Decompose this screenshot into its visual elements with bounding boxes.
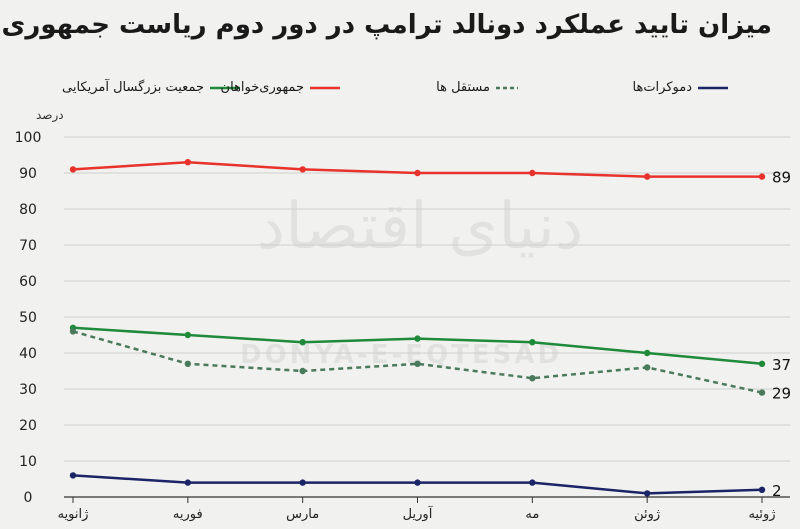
series-1-point-5 <box>643 173 651 180</box>
legend-label-independents: مستقل ها <box>436 80 490 95</box>
x-tick-label-0: ژانویه <box>58 507 89 522</box>
series-3-point-4 <box>529 479 536 486</box>
y-tick-label-20: 20 <box>19 418 37 434</box>
legend-swatch-adults <box>210 86 240 89</box>
series-0-point-5 <box>643 349 651 357</box>
legend-swatch-republicans <box>310 86 340 89</box>
series-1-end-label: 89 <box>772 169 791 187</box>
y-tick-label-40: 40 <box>19 346 37 362</box>
watermark-logo: دنیای اقتصاد <box>256 190 584 264</box>
series-0-point-3 <box>414 335 421 342</box>
series-2-point-6 <box>758 389 766 396</box>
y-tick-label-80: 80 <box>19 202 37 218</box>
series-2-point-2 <box>299 367 306 375</box>
series-0-point-2 <box>299 339 306 346</box>
series-2-point-5 <box>643 364 651 371</box>
series-3-point-0 <box>69 472 77 479</box>
series-0-end-label: 37 <box>772 356 791 374</box>
series-1-point-0 <box>69 166 77 173</box>
y-tick-label-30: 30 <box>19 382 37 398</box>
series-1-point-2 <box>299 166 306 173</box>
legend-label-democrats: دموکرات‌ها <box>632 80 693 95</box>
legend-item-republicans: جمهوری‌خواهان <box>221 80 340 95</box>
x-tick-label-1: فوریه <box>173 507 203 522</box>
series-1-point-1 <box>184 159 192 166</box>
series-1-point-6 <box>758 173 766 180</box>
legend-item-adults: جمعیت بزرگسال آمریکایی <box>62 80 240 95</box>
series-1-point-4 <box>529 169 536 177</box>
y-tick-label-90: 90 <box>19 166 37 182</box>
y-tick-label-60: 60 <box>19 274 37 290</box>
series-2-point-3 <box>414 360 421 367</box>
legend-swatch-democrats <box>698 86 728 89</box>
x-tick-label-4: مه <box>525 507 539 522</box>
legend-label-adults: جمعیت بزرگسال آمریکایی <box>62 80 204 95</box>
x-tick-label-2: مارس <box>286 507 319 522</box>
series-3-point-1 <box>184 479 192 486</box>
legend: جمعیت بزرگسال آمریکایی جمهوری‌خواهان مست… <box>0 80 800 102</box>
series-1-point-3 <box>414 169 421 177</box>
x-tick-label-5: ژوئن <box>634 507 660 522</box>
series-3-point-6 <box>758 486 766 493</box>
series-0-point-1 <box>184 331 192 339</box>
watermark-latin: DONYA-E-EQTESAD <box>240 340 563 370</box>
series-2-point-0 <box>69 328 77 335</box>
y-tick-label-70: 70 <box>19 238 37 254</box>
series-3-point-2 <box>299 479 306 486</box>
series-line-0 <box>72 326 763 366</box>
series-3-end-label: 2 <box>772 482 782 500</box>
x-tick-label-3: آوریل <box>403 505 434 522</box>
chart-title: میزان تایید عملکرد دونالد ترامپ در دور د… <box>1 10 772 40</box>
legend-label-republicans: جمهوری‌خواهان <box>220 80 304 95</box>
x-tick-label-6: ژوئیه <box>748 507 775 522</box>
y-tick-label-50: 50 <box>19 310 37 326</box>
series-3-point-3 <box>414 479 421 486</box>
series-2-end-label: 29 <box>772 385 791 403</box>
series-3-point-5 <box>643 490 651 497</box>
series-0-point-6 <box>758 360 766 367</box>
series-2-point-4 <box>529 375 536 382</box>
y-axis-unit-label: درصد <box>36 108 64 122</box>
y-tick-label-100: 100 <box>15 130 42 146</box>
legend-item-independents: مستقل ها <box>436 80 518 95</box>
y-tick-label-0: 0 <box>24 490 33 506</box>
legend-swatch-independents <box>496 86 518 89</box>
y-tick-label-10: 10 <box>19 454 37 470</box>
legend-item-democrats: دموکرات‌ها <box>632 80 728 95</box>
series-0-point-4 <box>529 339 536 346</box>
series-2-point-1 <box>184 360 192 367</box>
